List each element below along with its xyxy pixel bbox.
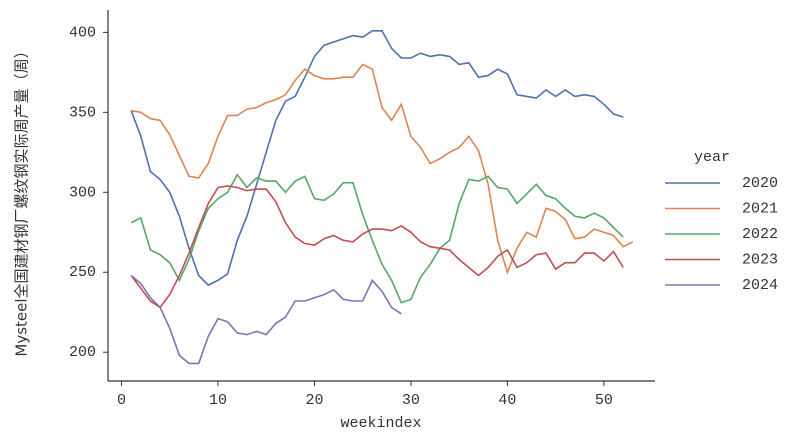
legend-title: year (694, 149, 730, 166)
x-axis-label: weekindex (340, 415, 421, 432)
legend-label: 2023 (742, 251, 778, 268)
legend-label: 2020 (742, 175, 778, 192)
series-line (131, 63, 634, 275)
series-line (130, 274, 402, 365)
x-tick-label: 0 (117, 392, 126, 409)
series-line (130, 185, 624, 309)
y-tick-label: 400 (69, 24, 96, 41)
x-tick-label: 40 (498, 392, 516, 409)
x-tick-label: 30 (402, 392, 420, 409)
series-line (130, 30, 624, 287)
legend-label: 2022 (742, 226, 778, 243)
legend-label: 2021 (742, 200, 778, 217)
y-tick-label: 300 (69, 184, 96, 201)
y-tick-label: 200 (69, 344, 96, 361)
x-tick-label: 50 (595, 392, 613, 409)
legend-label: 2024 (742, 277, 778, 294)
x-tick-label: 10 (209, 392, 227, 409)
y-tick-label: 250 (69, 264, 96, 281)
series-line (130, 173, 624, 304)
y-axis-label: Mysteel全国建材钢厂螺纹钢实际周产量（周） (13, 43, 31, 356)
y-tick-label: 350 (69, 104, 96, 121)
x-tick-label: 20 (305, 392, 323, 409)
